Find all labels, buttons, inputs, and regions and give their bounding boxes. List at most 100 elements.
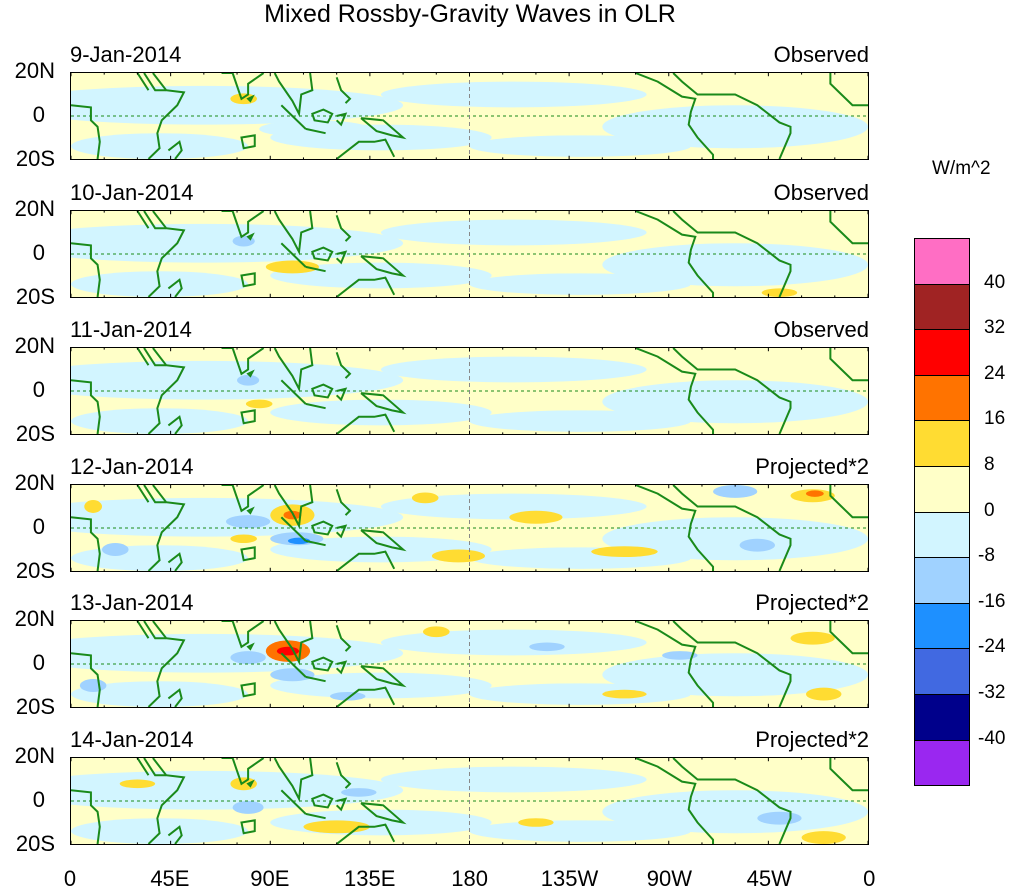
coastline: [636, 758, 713, 844]
olr-anomaly-contour: [230, 651, 266, 664]
colorbar-label: 0: [984, 499, 995, 521]
olr-anomaly-contour: [270, 262, 492, 289]
olr-anomaly-contour: [602, 380, 868, 424]
olr-anomaly-contour: [469, 135, 691, 157]
panel-kind: Projected*2: [755, 454, 869, 479]
olr-anomaly-contour: [380, 493, 647, 520]
olr-anomaly-contour: [245, 399, 273, 409]
x-tick-label: 90E: [250, 866, 290, 890]
coastline: [137, 485, 166, 502]
coastline: [248, 372, 252, 376]
olr-anomaly-contour: [225, 515, 271, 528]
y-tick-label: 0: [32, 240, 45, 265]
map-panel: [70, 484, 869, 572]
olr-anomaly-contour: [761, 288, 798, 297]
region-box: [241, 547, 254, 560]
coastline: [248, 235, 252, 239]
olr-anomaly-contour: [602, 790, 868, 834]
coastline: [275, 621, 313, 662]
olr-anomaly-contour: [469, 547, 691, 569]
olr-anomaly-contour: [380, 219, 647, 246]
coastline: [168, 142, 181, 159]
panel-kind: Observed: [773, 42, 869, 67]
colorbar-swatch: [914, 374, 970, 422]
olr-anomaly-contour: [431, 549, 485, 563]
coastline: [636, 211, 713, 297]
x-tick-label: 0: [863, 866, 876, 890]
olr-map: [70, 347, 869, 435]
olr-anomaly-contour: [71, 770, 404, 810]
olr-anomaly-contour: [119, 779, 156, 789]
olr-anomaly-contour: [237, 374, 260, 386]
colorbar-swatch: [914, 329, 970, 376]
coastline: [281, 243, 325, 271]
region-box: [241, 410, 254, 423]
olr-anomaly-contour: [713, 485, 758, 498]
y-tick-label: 0: [32, 787, 45, 812]
coastline: [337, 625, 350, 651]
olr-map: [70, 72, 869, 160]
y-tick-label: 0: [32, 102, 45, 127]
coastline: [337, 688, 395, 707]
coastline: [337, 114, 346, 125]
colorbar-label: 32: [984, 317, 1006, 339]
coastline: [337, 278, 395, 297]
coastline: [673, 73, 790, 159]
olr-anomaly-contour: [509, 510, 563, 524]
olr-anomaly-contour: [602, 105, 868, 149]
coastline: [148, 621, 183, 707]
olr-anomaly-contour: [662, 651, 698, 660]
colorbar-label: -32: [978, 682, 1006, 703]
olr-anomaly-contour: [79, 679, 107, 692]
olr-anomaly-contour: [806, 687, 842, 701]
olr-anomaly-contour: [423, 626, 450, 638]
olr-map: [70, 757, 869, 845]
coastline: [222, 621, 264, 647]
coastline: [281, 380, 325, 408]
panel-kind: Projected*2: [755, 727, 869, 752]
coastline: [830, 348, 868, 380]
coastline: [137, 73, 166, 90]
coastline: [275, 211, 313, 252]
olr-map: [70, 484, 869, 572]
region-box: [241, 135, 254, 148]
olr-anomaly-contour: [757, 811, 802, 825]
y-tick-label: 20S: [15, 146, 55, 171]
x-tick-label: 90W: [646, 866, 693, 890]
x-tick-label: 135E: [343, 866, 396, 890]
coastline: [168, 554, 181, 571]
coastline: [275, 485, 313, 526]
coastline: [168, 280, 181, 297]
map-panel: [70, 757, 869, 845]
y-tick-label: 20S: [15, 831, 55, 856]
map-panel: [70, 72, 869, 160]
coastline: [148, 485, 183, 571]
x-tick-label: 0: [63, 866, 77, 890]
coastline: [361, 530, 403, 549]
coastline: [337, 252, 346, 263]
coastline: [312, 658, 332, 671]
coastline: [222, 348, 264, 374]
olr-anomaly-contour: [411, 492, 439, 504]
panel-date: 13-Jan-2014: [70, 590, 194, 615]
panel-date: 14-Jan-2014: [70, 727, 194, 752]
coastline: [673, 211, 790, 297]
olr-anomaly-contour: [469, 683, 691, 705]
colorbar-label: -40: [978, 727, 1006, 749]
coastline: [281, 653, 325, 681]
coastline: [673, 485, 790, 571]
olr-anomaly-contour: [469, 410, 691, 432]
olr-anomaly-contour: [270, 809, 492, 836]
panel-date: 11-Jan-2014: [70, 317, 192, 342]
coastline: [337, 77, 350, 103]
y-tick-label: 20S: [15, 694, 55, 719]
colorbar-label: -8: [978, 545, 995, 567]
panel-date: 9-Jan-2014: [70, 42, 182, 67]
olr-anomaly-contour: [469, 273, 691, 295]
coastline: [168, 827, 181, 844]
coastline: [248, 645, 252, 649]
coastline: [71, 790, 100, 844]
panel-date: 12-Jan-2014: [70, 454, 194, 479]
coastline: [222, 73, 264, 99]
